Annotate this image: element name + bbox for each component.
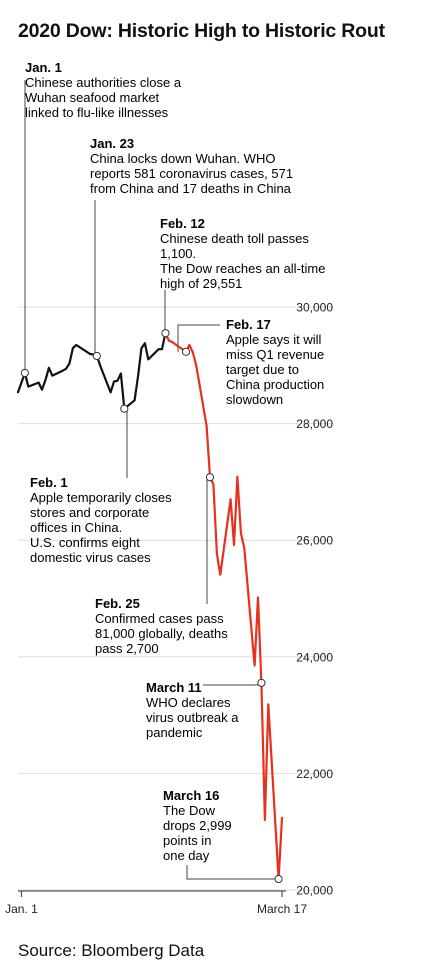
annotation-text: U.S. confirms eight [30, 535, 140, 550]
annotation-title: Jan. 1 [25, 60, 62, 75]
y-tick-label: 30,000 [296, 301, 333, 315]
annotation-text: high of 29,551 [160, 276, 242, 291]
annotation-text: The Dow [163, 803, 216, 818]
annotation-leader [186, 865, 279, 880]
annotation-title: Jan. 23 [90, 136, 134, 151]
annotation-marker [92, 351, 101, 361]
y-tick-label: 20,000 [296, 884, 333, 898]
annotation-text: China locks down Wuhan. WHO [90, 151, 275, 166]
annotation-marker [181, 347, 191, 356]
x-tick-label: March 17 [257, 902, 307, 916]
series-line [164, 332, 284, 881]
annotation-title: March 11 [146, 680, 202, 695]
annotation-text: China production [226, 377, 324, 392]
annotation-text: The Dow reaches an all-time [160, 261, 325, 276]
annotation-text: from China and 17 deaths in China [90, 181, 292, 196]
x-tick-label: Jan. 1 [5, 902, 38, 916]
annotation-text: Confirmed cases pass [95, 611, 224, 626]
annotation-text: points in [163, 833, 211, 848]
annotation-marker [274, 874, 283, 884]
chart-title: 2020 Dow: Historic High to Historic Rout [18, 20, 385, 42]
annotation-text: slowdown [226, 392, 283, 407]
annotation-text: Chinese death toll passes [160, 231, 309, 246]
y-tick-label: 24,000 [296, 650, 333, 664]
annotation-title: Feb. 1 [30, 475, 68, 490]
annotation-text: target due to [226, 362, 299, 377]
annotation-text: miss Q1 revenue [226, 347, 324, 362]
annotation-text: 81,000 globally, deaths [95, 626, 228, 641]
annotation-marker [205, 473, 215, 482]
y-tick-label: 26,000 [296, 534, 333, 548]
annotation-text: pandemic [146, 725, 203, 740]
annotation-text: one day [163, 848, 210, 863]
annotation-text: reports 581 coronavirus cases, 571 [90, 166, 293, 181]
annotation-text: offices in China. [30, 520, 122, 535]
gridlines: 30,000 28,000 26,000 24,000 22,000 20,000 [18, 301, 333, 898]
y-tick-label: 28,000 [296, 417, 333, 431]
annotation-markers [20, 329, 283, 884]
annotation-text: Chinese authorities close a [25, 75, 182, 90]
annotation-marker [161, 329, 170, 338]
annotation-text: stores and corporate [30, 505, 149, 520]
annotation-text: WHO declares [146, 695, 231, 710]
annotation-marker [257, 678, 266, 687]
annotation-text: Wuhan seafood market [25, 90, 160, 105]
annotation-text: linked to flu-like illnesses [25, 105, 169, 120]
annotation-leaders [24, 80, 279, 880]
annotation-text: drops 2,999 [163, 818, 232, 833]
y-tick-label: 22,000 [296, 767, 333, 781]
annotation-text: 1,100. [160, 246, 196, 261]
annotation-text: domestic virus cases [30, 550, 151, 565]
annotation-leader [177, 324, 220, 352]
annotation-leader [203, 682, 262, 686]
annotation-text: Apple says it will [226, 332, 321, 347]
series-lines [16, 332, 284, 881]
annotation-text: Apple temporarily closes [30, 490, 172, 505]
annotation-text: virus outbreak a [146, 710, 239, 725]
annotation-title: Feb. 12 [160, 216, 205, 231]
series-line [16, 332, 167, 410]
annotation-marker [20, 368, 29, 378]
annotation-title: Feb. 17 [226, 317, 271, 332]
axes: Jan. 1 March 17 [5, 890, 307, 916]
annotation-title: Feb. 25 [95, 596, 140, 611]
annotation-text: pass 2,700 [95, 641, 159, 656]
annotation-marker [120, 404, 129, 413]
source-note: Source: Bloomberg Data [18, 941, 205, 960]
annotation-title: March 16 [163, 788, 219, 803]
